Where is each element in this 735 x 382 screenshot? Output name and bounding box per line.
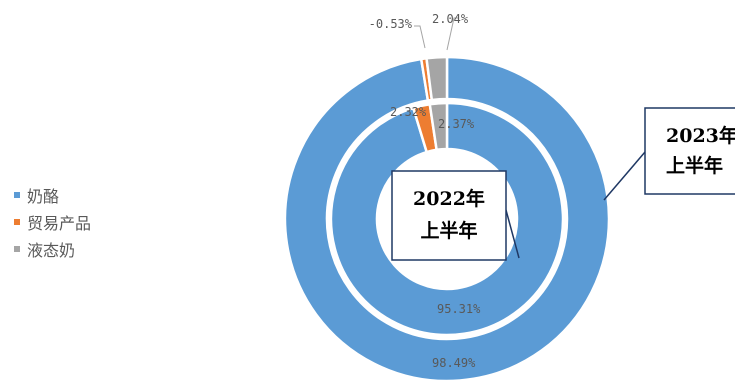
- slice-inner-liquid-milk: [428, 101, 449, 152]
- inner-ring: [329, 101, 565, 337]
- box-2023-line1: 2023年: [666, 124, 735, 147]
- legend-label-trade: 贸易产品: [27, 213, 92, 233]
- label-inner-liquid-milk: 2.37%: [438, 117, 475, 131]
- outer-ring: [283, 55, 611, 382]
- slice-outer-cheese: [283, 55, 611, 382]
- leader-outer-trade: [414, 25, 426, 49]
- label-outer-liquid-milk: 2.04%: [432, 12, 469, 26]
- legend-label-cheese: 奶酪: [27, 186, 60, 206]
- box-2022-line1: 2022年: [413, 187, 485, 210]
- leader-outer-liquid-milk: [446, 17, 458, 51]
- legend-label-liquid-milk: 液态奶: [27, 240, 76, 260]
- legend-swatch-cheese: [14, 191, 20, 198]
- leader-2022-box: [505, 209, 520, 259]
- label-inner-trade: 2.32%: [390, 105, 427, 119]
- legend-item-cheese: 奶酪: [14, 181, 91, 208]
- legend: 奶酪 贸易产品 液态奶: [14, 181, 91, 262]
- legend-swatch-trade: [14, 218, 20, 225]
- label-outer-cheese: 98.49%: [432, 356, 476, 370]
- series-box-2023: 2023年 上半年: [644, 107, 735, 195]
- box-2023-line2: 上半年: [666, 154, 723, 177]
- box-2022-line2: 上半年: [420, 219, 477, 242]
- label-outer-trade: -0.53%: [369, 17, 413, 31]
- leader-2023-box: [603, 151, 646, 201]
- legend-item-liquid-milk: 液态奶: [14, 235, 91, 262]
- legend-item-trade: 贸易产品: [14, 208, 91, 235]
- label-inner-cheese: 95.31%: [437, 302, 481, 316]
- series-box-2022: 2022年 上半年: [391, 170, 507, 261]
- leader-lines: [414, 17, 646, 259]
- data-labels: 98.49% -0.53% 2.04% 95.31% 2.32% 2.37%: [369, 12, 481, 370]
- slice-outer-liquid-milk: [425, 55, 449, 102]
- legend-swatch-liquid-milk: [14, 245, 20, 252]
